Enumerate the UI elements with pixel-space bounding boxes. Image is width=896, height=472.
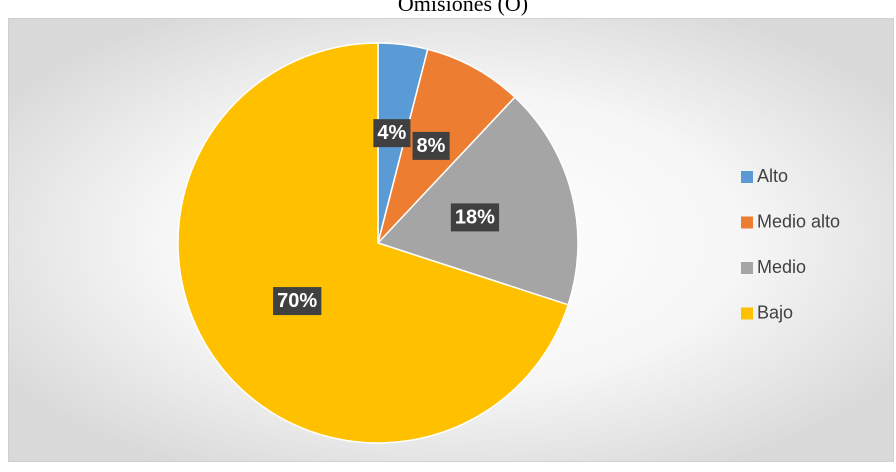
legend-swatch (741, 307, 753, 320)
legend-label: Medio alto (757, 211, 840, 231)
data-label-box (373, 119, 411, 148)
data-label: 70% (277, 290, 317, 312)
data-label-box (450, 203, 500, 232)
pie-slice (376, 96, 579, 306)
legend-label: Medio (757, 257, 806, 277)
legend-label: Alto (757, 166, 788, 186)
data-label: 4% (377, 122, 406, 144)
data-label-box (273, 287, 322, 316)
data-label: 18% (455, 206, 495, 228)
legend-swatch (741, 216, 753, 229)
data-label: 8% (417, 135, 446, 157)
chart-title: Omisiones (O) (398, 0, 528, 16)
legend-label: Bajo (757, 302, 793, 322)
legend-swatch (741, 262, 753, 274)
pie-slice (177, 42, 570, 444)
data-label-box (412, 131, 450, 160)
legend-swatch (741, 171, 753, 183)
